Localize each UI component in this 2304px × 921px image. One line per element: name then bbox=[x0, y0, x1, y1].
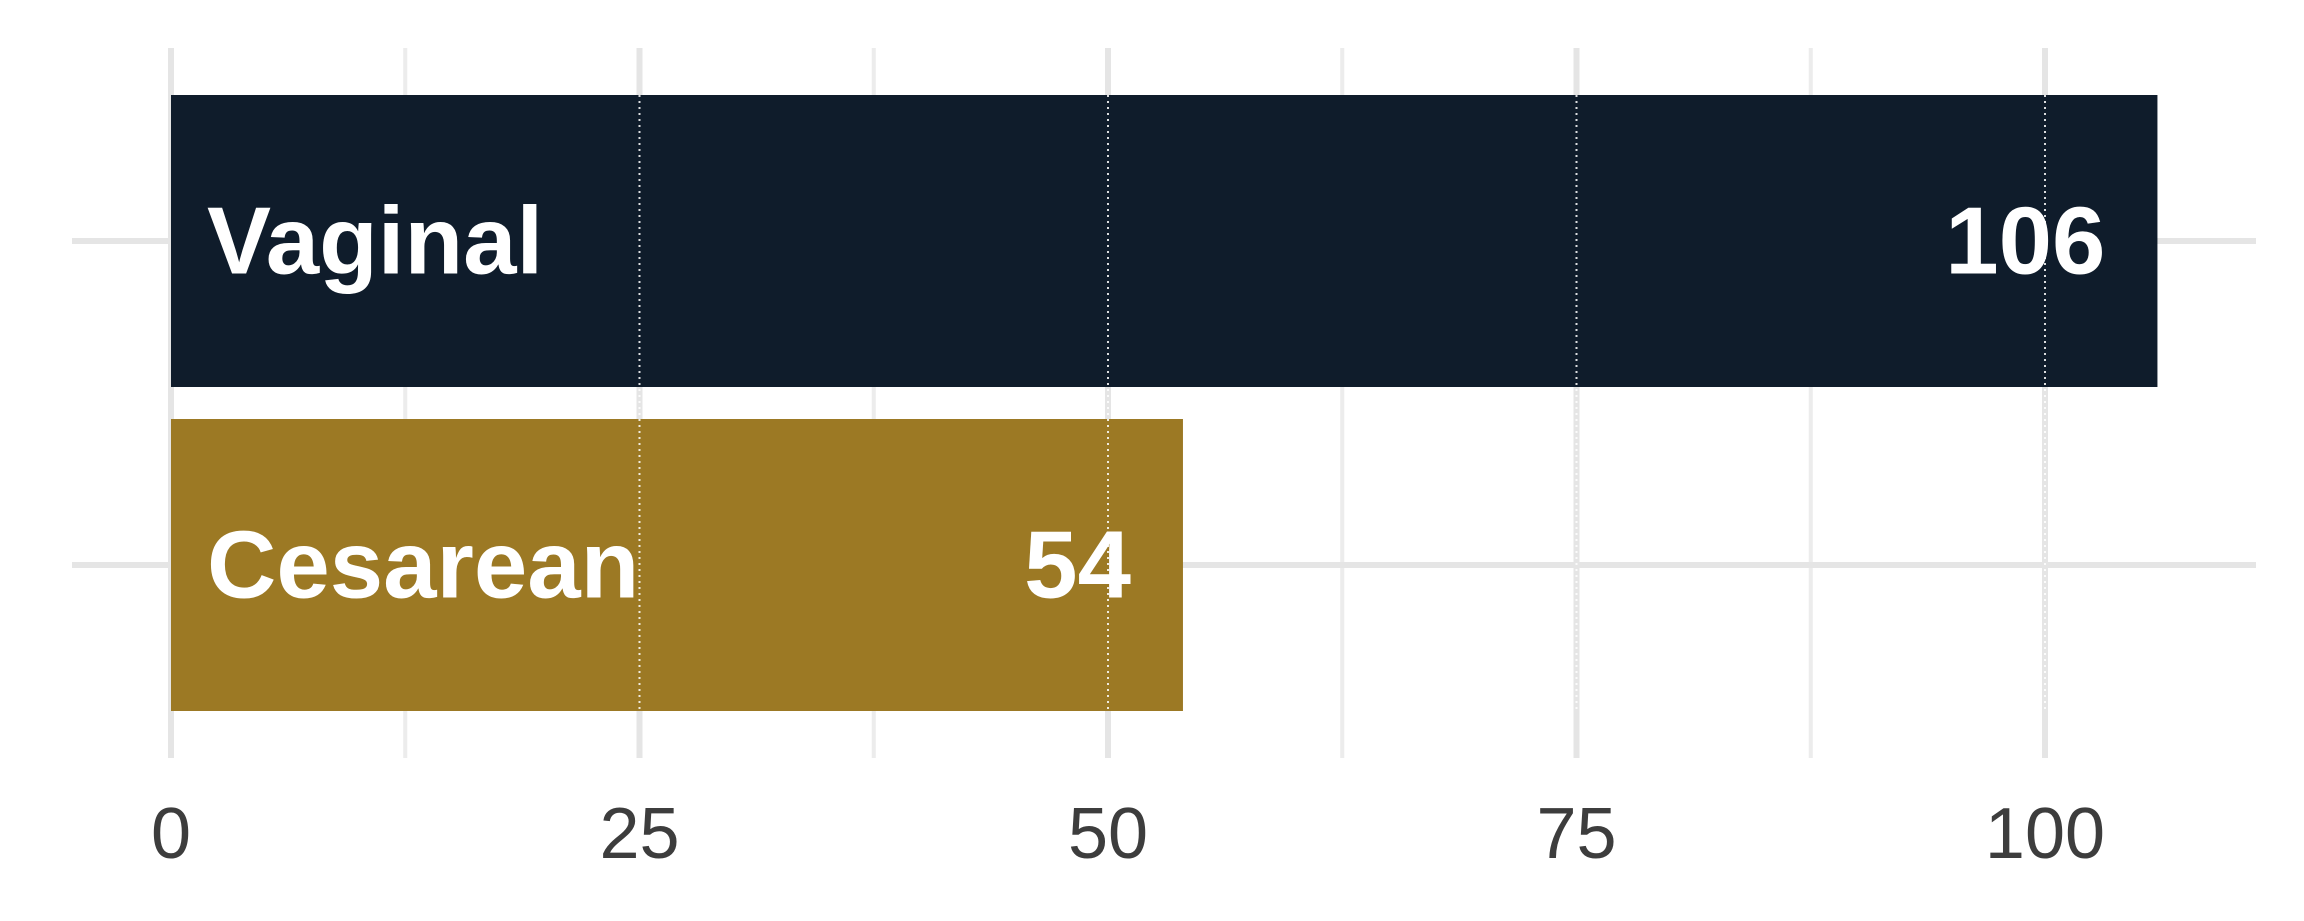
bars bbox=[171, 95, 2158, 711]
x-axis-ticks: 0 25 50 75 100 bbox=[151, 794, 2105, 874]
category-label-cesarean: Cesarean bbox=[207, 512, 639, 619]
x-tick-label: 50 bbox=[1068, 794, 1148, 874]
category-label-vaginal: Vaginal bbox=[207, 188, 543, 295]
bar-vaginal bbox=[171, 95, 2158, 387]
overlay-grid-lines bbox=[638, 95, 2046, 711]
value-label-vaginal: 106 bbox=[1945, 188, 2105, 295]
x-tick-label: 100 bbox=[1985, 794, 2105, 874]
x-tick-label: 75 bbox=[1536, 794, 1616, 874]
x-tick-label: 0 bbox=[151, 794, 191, 874]
bar-cesarean bbox=[171, 419, 1183, 711]
value-label-cesarean: 54 bbox=[1024, 512, 1131, 619]
bar-labels: Vaginal 106 Cesarean 54 bbox=[207, 188, 2105, 619]
x-tick-label: 25 bbox=[599, 794, 679, 874]
